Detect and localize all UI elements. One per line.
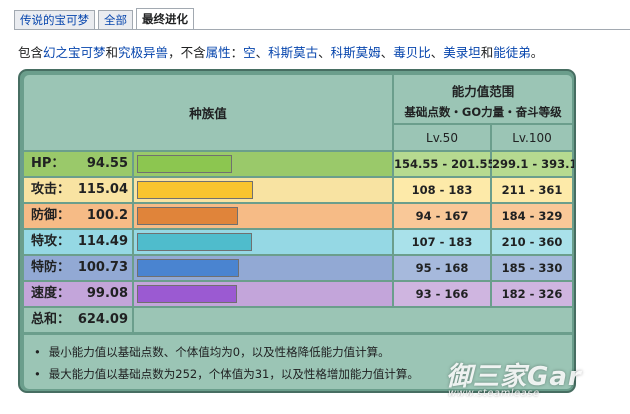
total-name-cell: 总和： 624.09	[24, 308, 132, 332]
link-ultra-beasts[interactable]: 究极异兽	[118, 45, 169, 60]
stat-row-sp-defense: 特防： 100.73 95 - 168 185 - 330	[24, 256, 572, 280]
stat-bar	[137, 233, 252, 251]
stat-bar-cell	[134, 282, 392, 306]
link-type[interactable]: 属性	[205, 45, 231, 60]
range-lv50: 95 - 168	[394, 256, 490, 280]
range-lv50: 93 - 166	[394, 282, 490, 306]
link-meltan[interactable]: 美录坦	[443, 45, 481, 60]
description-text: ：	[230, 45, 244, 60]
range-lv100: 210 - 360	[492, 230, 572, 254]
stat-name: HP：	[31, 156, 65, 171]
separator: 、	[318, 45, 331, 60]
stat-name: 防御：	[31, 208, 71, 223]
stats-table: 种族值 能力值范围 基础点数・GO力量・奋斗等级 Lv.50 Lv.100 HP…	[18, 69, 576, 393]
link-poipole[interactable]: 毒贝比	[393, 45, 431, 60]
stat-row-defense: 防御： 100.2 94 - 167 184 - 329	[24, 204, 572, 228]
description-text: 和	[105, 45, 119, 60]
stat-bar	[137, 181, 253, 199]
description: 包含幻之宝可梦和究极异兽，不含属性：空、科斯莫古、科斯莫姆、毒贝比、美录坦和能徒…	[18, 42, 618, 61]
range-lv50: 154.55 - 201.55	[394, 152, 496, 176]
range-title: 能力值范围	[451, 84, 515, 99]
stat-bar	[137, 207, 238, 225]
stat-bar	[137, 285, 237, 303]
total-label: 总和：	[31, 312, 71, 327]
stat-name-cell: HP： 94.55	[24, 152, 132, 176]
stat-name-cell: 速度： 99.08	[24, 282, 132, 306]
stat-value: 99.08	[86, 286, 128, 301]
range-lv100: 182 - 326	[492, 282, 572, 306]
lv100-header: Lv.100	[492, 125, 572, 150]
stat-name-cell: 防御： 100.2	[24, 204, 132, 228]
link-null[interactable]: 空	[243, 45, 256, 60]
link-rookidee[interactable]: 能徒弟	[493, 45, 531, 60]
range-lv100: 184 - 329	[492, 204, 572, 228]
stat-value: 100.2	[86, 208, 128, 223]
range-lv100: 185 - 330	[492, 256, 572, 280]
range-lv100: 299.1 - 393.1	[492, 152, 574, 176]
stat-name-cell: 特防： 100.73	[24, 256, 132, 280]
stat-row-sp-attack: 特攻： 114.49 107 - 183 210 - 360	[24, 230, 572, 254]
total-value: 624.09	[77, 312, 128, 327]
range-lv100: 211 - 361	[492, 178, 572, 202]
stat-name: 特防：	[31, 260, 71, 275]
stat-name-cell: 攻击： 115.04	[24, 178, 132, 202]
range-header: 能力值范围 基础点数・GO力量・奋斗等级	[394, 75, 572, 123]
stat-value: 115.04	[77, 182, 128, 197]
description-text: ，不含	[168, 45, 206, 60]
tab-legendary-pokemon[interactable]: 传说的宝可梦	[14, 10, 95, 30]
stat-bar-cell	[134, 230, 392, 254]
range-lv50: 94 - 167	[394, 204, 490, 228]
description-text: 。	[530, 45, 544, 60]
range-lv50: 108 - 183	[394, 178, 490, 202]
separator: 和	[480, 45, 494, 60]
description-text: 包含	[18, 45, 44, 60]
species-header: 种族值	[24, 75, 392, 150]
link-cosmoem[interactable]: 科斯莫姆	[330, 45, 381, 60]
tab-bar: 传说的宝可梦 全部 最终进化	[14, 8, 197, 30]
stat-name: 攻击：	[31, 182, 71, 197]
stat-bar-cell	[134, 204, 392, 228]
stat-value: 94.55	[86, 156, 128, 171]
stat-bar	[137, 259, 239, 277]
stat-bar-cell	[134, 256, 392, 280]
link-cosmog[interactable]: 科斯莫古	[268, 45, 319, 60]
note-max: 最大能力值以基础点数为252，个体值为31，以及性格增加能力值计算。	[34, 363, 572, 385]
stat-row-total: 总和： 624.09	[24, 308, 572, 332]
lv50-header: Lv.50	[394, 125, 490, 150]
stat-value: 114.49	[77, 234, 128, 249]
notes: 最小能力值以基础点数、个体值均为0，以及性格降低能力值计算。 最大能力值以基础点…	[24, 335, 572, 389]
separator: 、	[430, 45, 444, 60]
stat-name: 特攻：	[31, 234, 71, 249]
total-empty-cell	[134, 308, 572, 332]
tab-final-evolution[interactable]: 最终进化	[136, 8, 194, 30]
stat-row-speed: 速度： 99.08 93 - 166 182 - 326	[24, 282, 572, 306]
range-lv50: 107 - 183	[394, 230, 490, 254]
separator: 、	[255, 45, 269, 60]
stat-bar-cell	[134, 152, 392, 176]
separator: 、	[380, 45, 394, 60]
note-min: 最小能力值以基础点数、个体值均为0，以及性格降低能力值计算。	[34, 341, 572, 363]
stat-name: 速度：	[31, 286, 71, 301]
stat-name-cell: 特攻： 114.49	[24, 230, 132, 254]
stat-row-hp: HP： 94.55 154.55 - 201.55 299.1 - 393.1	[24, 152, 574, 176]
tab-all[interactable]: 全部	[98, 10, 133, 30]
tab-divider	[14, 29, 630, 30]
range-subtitle: 基础点数・GO力量・奋斗等级	[404, 105, 562, 119]
stat-row-attack: 攻击： 115.04 108 - 183 211 - 361	[24, 178, 572, 202]
stat-value: 100.73	[77, 260, 128, 275]
stat-bar	[137, 155, 232, 173]
link-mythical-pokemon[interactable]: 幻之宝可梦	[43, 45, 106, 60]
stat-bar-cell	[134, 178, 392, 202]
